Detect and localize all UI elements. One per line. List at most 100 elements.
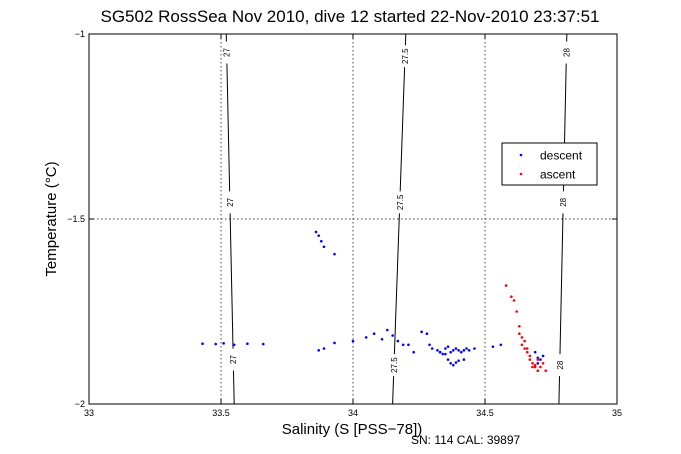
data-point-descent xyxy=(449,350,452,354)
data-point-ascent xyxy=(520,336,524,339)
data-point-descent xyxy=(246,342,249,345)
data-point-descent xyxy=(452,363,455,367)
data-point-ascent xyxy=(523,347,526,350)
data-point-ascent xyxy=(531,362,534,365)
contour-line xyxy=(558,33,568,405)
contour-label: 28 xyxy=(559,197,568,206)
contour-label-bg xyxy=(228,348,239,371)
legend-label-descent: descent xyxy=(540,149,583,163)
data-point-ascent xyxy=(533,363,537,367)
data-point-descent xyxy=(222,342,225,345)
data-point-descent xyxy=(436,349,439,352)
data-point-ascent xyxy=(523,339,526,343)
data-point-descent xyxy=(454,347,458,350)
data-point-ascent xyxy=(528,354,532,358)
data-point-descent xyxy=(491,345,495,348)
contour-line xyxy=(392,33,407,405)
data-point-ascent xyxy=(518,325,521,328)
chart-title: SG502 RossSea Nov 2010, dive 12 started … xyxy=(101,7,600,26)
data-point-descent xyxy=(391,334,394,337)
data-point-descent xyxy=(201,342,204,345)
data-point-descent xyxy=(446,358,450,361)
contour-label-bg xyxy=(554,354,565,377)
data-point-descent xyxy=(420,330,423,334)
contour-line xyxy=(225,33,235,405)
serial-calibration-note: SN: 114 CAL: 39897 xyxy=(411,433,521,447)
data-point-descent xyxy=(351,339,355,343)
contour-label-bg xyxy=(561,41,572,64)
data-point-descent xyxy=(459,350,463,354)
data-point-descent xyxy=(412,350,416,354)
data-point-ascent xyxy=(525,347,529,350)
data-point-descent xyxy=(396,339,400,343)
x-tick-label: 34.5 xyxy=(476,408,494,418)
y-tick-label: −1.5 xyxy=(67,214,85,224)
series-descent xyxy=(201,230,545,367)
data-point-ascent xyxy=(512,299,516,302)
data-point-descent xyxy=(454,361,458,364)
data-point-ascent xyxy=(525,350,529,354)
contour-label-bg xyxy=(221,41,232,64)
data-point-descent xyxy=(372,332,376,336)
legend-marker-ascent xyxy=(519,172,523,176)
data-point-ascent xyxy=(539,365,542,369)
y-tick-label: −2 xyxy=(75,399,85,409)
legend: descent ascent xyxy=(501,142,598,186)
data-point-descent xyxy=(320,239,323,243)
data-point-ascent xyxy=(544,369,548,373)
data-point-descent xyxy=(425,332,429,336)
data-point-descent xyxy=(541,354,545,358)
data-point-ascent xyxy=(536,358,540,361)
data-point-descent xyxy=(401,343,405,347)
contour-label-bg xyxy=(394,191,405,214)
x-axis-label: Salinity (S [PSS−78]) xyxy=(282,421,422,438)
data-point-ascent xyxy=(515,310,518,313)
contour-label: 27.5 xyxy=(401,48,410,64)
data-point-ascent xyxy=(531,365,534,369)
data-point-descent xyxy=(438,350,442,354)
contour-label: 27 xyxy=(226,197,235,206)
contour-label-bg xyxy=(558,191,569,214)
contour-label: 27 xyxy=(223,48,232,57)
contour-label-bg xyxy=(224,191,235,214)
data-point-descent xyxy=(407,343,410,347)
x-tick-label: 34 xyxy=(348,408,358,418)
data-point-descent xyxy=(533,350,537,354)
data-point-ascent xyxy=(528,358,532,361)
data-point-descent xyxy=(333,252,336,256)
data-point-descent xyxy=(430,347,434,350)
contour-label: 27.5 xyxy=(396,194,405,210)
data-point-descent xyxy=(441,352,445,356)
y-tick-label: −1 xyxy=(75,29,85,39)
contour-label: 27 xyxy=(229,355,238,364)
data-point-ascent xyxy=(533,365,537,369)
data-point-ascent xyxy=(518,332,521,336)
data-series xyxy=(201,230,548,373)
data-point-ascent xyxy=(541,362,545,365)
data-point-descent xyxy=(444,352,447,356)
x-tick-label: 35 xyxy=(612,408,622,418)
data-point-descent xyxy=(467,349,471,352)
contour-label: 28 xyxy=(562,48,571,57)
x-tick-label: 33.5 xyxy=(212,408,230,418)
series-ascent xyxy=(504,284,548,373)
data-point-descent xyxy=(457,349,460,352)
data-point-descent xyxy=(462,358,466,361)
x-tick-label: 33 xyxy=(84,408,94,418)
legend-label-ascent: ascent xyxy=(540,168,576,182)
data-point-descent xyxy=(317,234,320,237)
legend-marker-descent xyxy=(519,153,523,157)
data-point-descent xyxy=(499,343,503,347)
legend-box xyxy=(501,142,598,186)
data-point-ascent xyxy=(520,343,524,347)
data-point-descent xyxy=(261,342,265,346)
data-point-descent xyxy=(386,328,389,332)
data-point-descent xyxy=(317,349,320,352)
data-point-descent xyxy=(232,343,236,347)
data-point-descent xyxy=(465,347,468,350)
data-point-descent xyxy=(462,349,466,352)
data-point-descent xyxy=(428,343,431,347)
data-point-descent xyxy=(449,362,452,365)
plot-area: 27 27 27 27.5 27.5 27.5 28 28 28 33 33.5 34 34.5 35 −… xyxy=(67,29,622,418)
data-point-descent xyxy=(380,337,384,341)
